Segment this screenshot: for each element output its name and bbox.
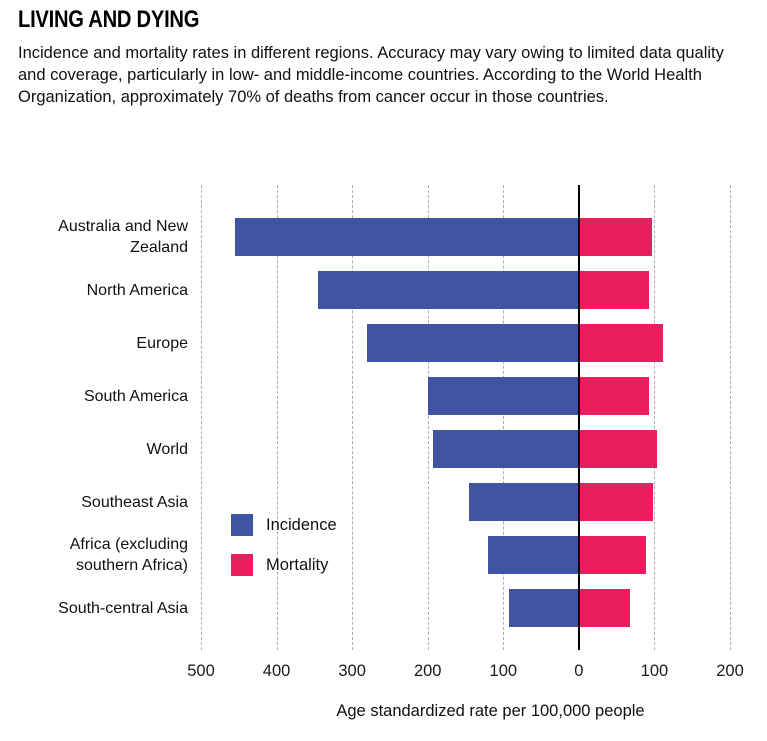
incidence-bar <box>433 430 579 468</box>
incidence-bar <box>488 536 579 574</box>
mortality-bar <box>579 324 663 362</box>
x-tick-label: 100 <box>489 662 518 680</box>
zero-axis-line <box>577 185 580 650</box>
mortality-bar <box>579 271 650 309</box>
gridline <box>201 185 202 650</box>
chart-title: LIVING AND DYING <box>18 6 200 33</box>
incidence-bar <box>235 218 579 256</box>
incidence-bar <box>318 271 579 309</box>
x-tick-label: 200 <box>716 662 744 680</box>
x-tick-label: 500 <box>187 662 215 680</box>
mortality-bar <box>579 218 652 256</box>
category-label: World <box>146 440 189 458</box>
legend-item-mortality: Mortality <box>231 554 337 576</box>
mortality-bar <box>579 377 650 415</box>
legend-item-incidence: Incidence <box>231 514 337 536</box>
incidence-bar <box>508 589 579 627</box>
gridline <box>503 185 505 650</box>
legend-swatch-mortality <box>231 554 253 576</box>
category-label: Australia and New Zealand <box>58 218 188 256</box>
incidence-bar <box>427 377 579 415</box>
incidence-bar <box>469 483 579 521</box>
legend-label-mortality: Mortality <box>266 555 329 574</box>
gridline <box>730 185 731 650</box>
incidence-bar <box>367 324 579 362</box>
x-tick-label: 100 <box>640 662 669 680</box>
x-tick-label: 200 <box>413 662 442 680</box>
category-label: Africa (excluding southern Africa) <box>69 536 188 574</box>
category-label: South America <box>83 387 188 405</box>
mortality-bar <box>579 430 657 468</box>
x-tick-label: 0 <box>574 662 584 680</box>
gridline <box>352 185 354 650</box>
gridline <box>427 185 429 650</box>
x-axis-title: Age standardized rate per 100,000 people <box>336 702 645 720</box>
mortality-bar <box>579 483 654 521</box>
gridline <box>654 185 656 650</box>
gridline <box>276 185 278 650</box>
legend: Incidence Mortality <box>231 514 337 576</box>
category-label: South-central Asia <box>58 599 188 617</box>
mortality-bar <box>579 536 647 574</box>
legend-swatch-incidence <box>231 514 253 536</box>
x-tick-label: 400 <box>262 662 291 680</box>
x-tick-label: 300 <box>338 662 366 680</box>
legend-label-incidence: Incidence <box>266 515 337 534</box>
category-label: Europe <box>136 334 188 352</box>
chart-description: Incidence and mortality rates in differe… <box>18 44 724 106</box>
category-label: Southeast Asia <box>81 493 188 511</box>
mortality-bar <box>579 589 631 627</box>
category-label: North America <box>86 281 188 299</box>
